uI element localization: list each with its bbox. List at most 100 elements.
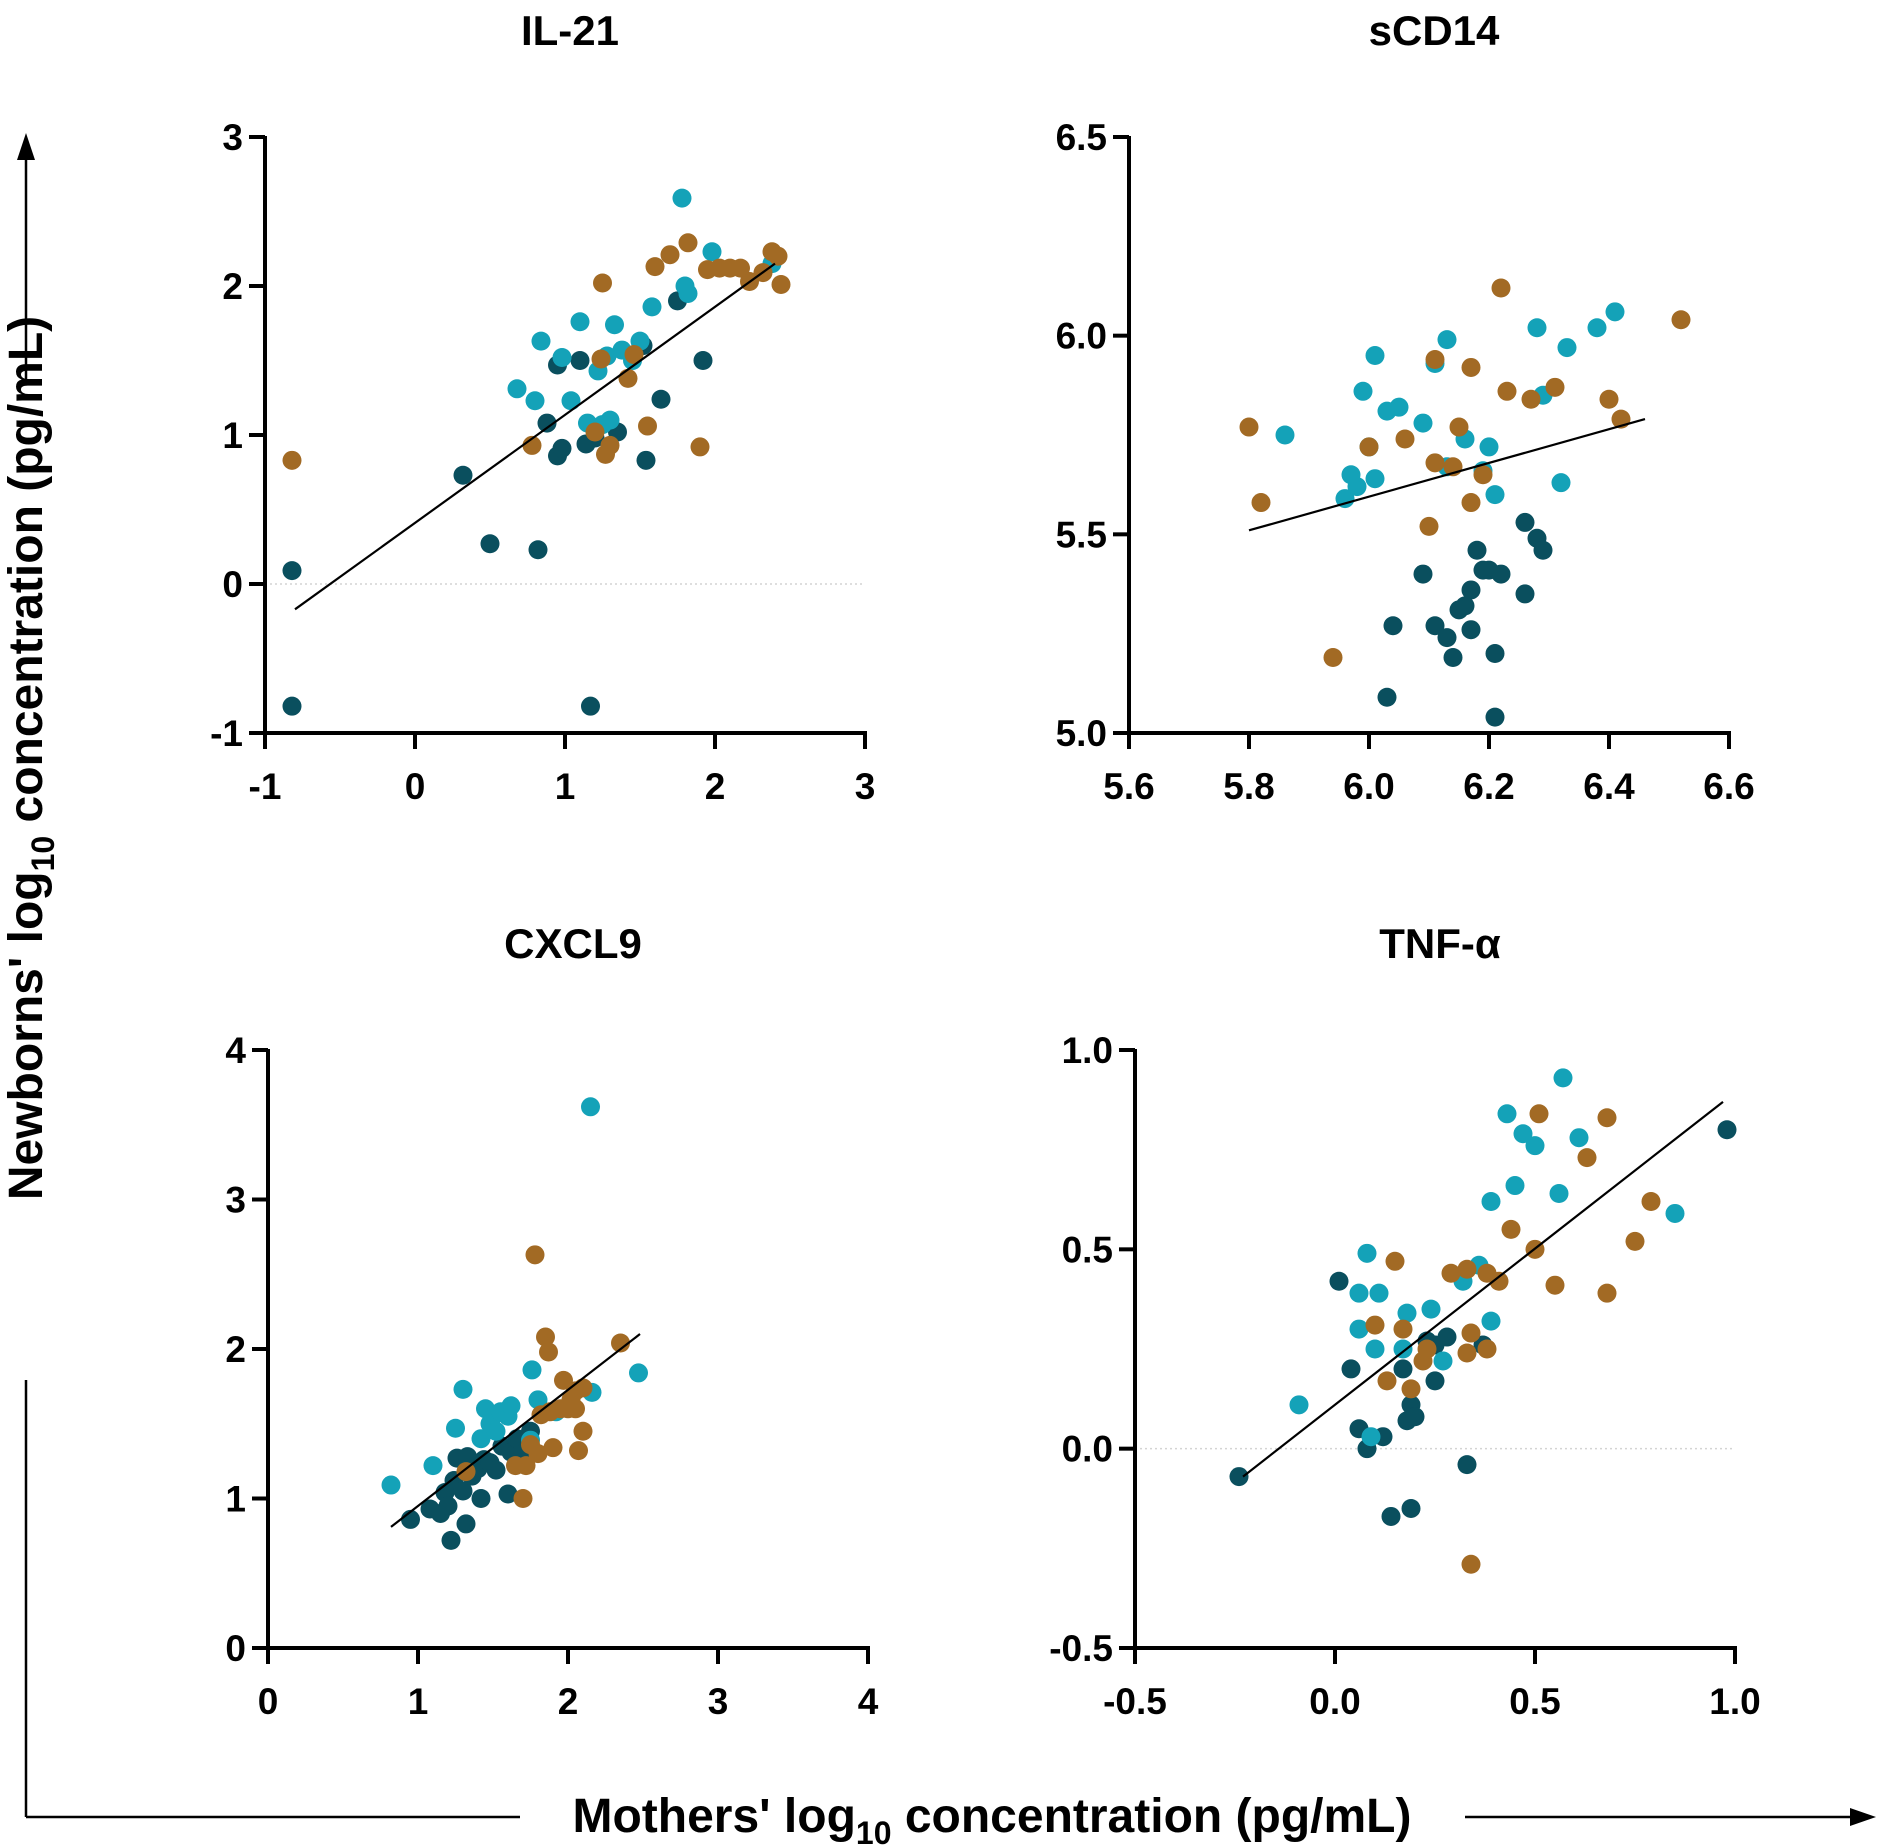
data-point-dark-teal <box>1443 648 1463 668</box>
data-point-dark-teal <box>486 1460 506 1480</box>
data-point-brown <box>1323 648 1343 668</box>
data-point-light-teal <box>525 391 545 411</box>
data-point-light-teal <box>1481 1311 1501 1331</box>
data-point-dark-teal <box>1437 1327 1457 1347</box>
data-point-brown <box>771 275 791 295</box>
data-point-light-teal <box>471 1429 491 1449</box>
data-point-dark-teal <box>1381 1506 1401 1526</box>
x-tick-label: 2 <box>705 766 726 807</box>
data-point-brown <box>1239 417 1259 437</box>
data-point-light-teal <box>1549 1184 1569 1204</box>
data-point-dark-teal <box>1457 1455 1477 1475</box>
data-point-brown <box>731 258 750 278</box>
data-point-dark-teal <box>693 351 713 370</box>
regression-line <box>390 1333 641 1528</box>
x-tick-label: 1.0 <box>1709 1681 1760 1722</box>
data-point-dark-teal <box>1425 1371 1445 1391</box>
data-point-brown <box>456 1462 476 1482</box>
data-point-light-teal <box>423 1456 443 1476</box>
data-point-light-teal <box>1553 1068 1573 1088</box>
data-point-light-teal <box>1365 1339 1385 1359</box>
data-point-light-teal <box>1349 1319 1369 1339</box>
data-point-light-teal <box>486 1421 506 1441</box>
x-tick-label: 6.0 <box>1343 766 1394 807</box>
data-point-brown <box>1377 1371 1397 1391</box>
data-point-light-teal <box>561 391 581 411</box>
data-point-light-teal <box>1527 318 1547 338</box>
data-point-brown <box>282 450 302 470</box>
y-axis-arrowhead <box>17 133 35 160</box>
data-point-dark-teal <box>1461 620 1481 640</box>
data-point-light-teal <box>1557 338 1577 358</box>
data-point-brown <box>1461 357 1481 377</box>
data-point-brown <box>1395 429 1415 449</box>
data-point-dark-teal <box>1533 540 1553 560</box>
data-point-dark-teal <box>1437 628 1457 648</box>
data-point-dark-teal <box>453 1481 473 1501</box>
data-point-brown <box>1359 437 1379 457</box>
data-point-light-teal <box>1481 1191 1501 1211</box>
data-point-brown <box>1671 310 1691 330</box>
data-point-light-teal <box>1605 302 1625 322</box>
data-point-brown <box>1441 1263 1461 1283</box>
data-point-brown <box>1521 389 1541 409</box>
x-axis-label: Mothers' log10 concentration (pg/mL) <box>573 1790 1412 1848</box>
data-point-light-teal <box>1347 477 1367 497</box>
data-point-dark-teal <box>537 413 557 433</box>
y-tick-label: 0.5 <box>1062 1229 1113 1270</box>
x-tick-label: 0 <box>258 1681 279 1722</box>
data-point-dark-teal <box>1491 564 1511 584</box>
y-tick-label: -1 <box>210 713 243 754</box>
x-tick-label: 0.5 <box>1509 1681 1560 1722</box>
data-point-dark-teal <box>441 1530 461 1550</box>
data-point-light-teal <box>629 1363 648 1383</box>
data-point-brown <box>539 1342 558 1362</box>
x-tick-label: 0.0 <box>1309 1681 1360 1722</box>
data-point-brown <box>1497 381 1517 401</box>
data-point-brown <box>1393 1319 1413 1339</box>
data-point-brown <box>768 246 788 266</box>
x-tick-label: 6.6 <box>1703 766 1754 807</box>
x-axis-arrowhead <box>1850 1808 1876 1826</box>
data-point-brown <box>1461 1554 1481 1574</box>
data-point-brown <box>624 345 644 365</box>
data-point-brown <box>1597 1283 1617 1303</box>
data-point-dark-teal <box>1485 644 1505 664</box>
y-tick-label: 1 <box>225 1479 246 1520</box>
y-tick-label: 3 <box>225 1180 246 1221</box>
y-tick-label: 5.5 <box>1056 514 1107 555</box>
y-tick-label: 3 <box>222 117 243 158</box>
panel-title: TNF-α <box>1379 920 1501 967</box>
data-point-brown <box>618 368 638 388</box>
x-tick-label: 3 <box>708 1681 729 1722</box>
data-point-dark-teal <box>570 351 590 370</box>
data-point-dark-teal <box>1515 584 1535 604</box>
panel-0: IL-21 -1 0 1 2 3 -1 0 1 2 3 <box>210 7 875 807</box>
data-point-dark-teal <box>453 465 473 485</box>
regression-line <box>1242 1100 1724 1478</box>
data-point-light-teal <box>1349 1283 1369 1303</box>
data-point-light-teal <box>531 331 551 351</box>
data-point-dark-teal <box>1455 596 1475 616</box>
data-point-dark-teal <box>456 1514 476 1534</box>
data-point-dark-teal <box>282 696 302 716</box>
data-point-dark-teal <box>438 1496 458 1516</box>
data-point-brown <box>591 349 611 369</box>
data-point-light-teal <box>1551 473 1571 493</box>
y-tick-label: 0 <box>225 1628 246 1669</box>
data-point-brown <box>585 422 605 442</box>
data-point-brown <box>1457 1343 1477 1363</box>
data-point-brown <box>660 245 680 265</box>
data-point-brown <box>573 1421 593 1441</box>
data-point-dark-teal <box>1461 580 1481 600</box>
data-point-brown <box>543 1438 563 1458</box>
data-point-brown <box>1401 1379 1421 1399</box>
data-point-brown <box>1489 1271 1509 1291</box>
data-point-brown <box>569 1441 588 1461</box>
panel-1: sCD14 5.0 5.5 6.0 6.5 5.6 5.8 6.0 6.2 6.4 6.6 <box>1056 7 1755 807</box>
x-tick-label: 4 <box>858 1681 879 1722</box>
data-point-light-teal <box>507 379 527 399</box>
x-tick-label: 5.8 <box>1223 766 1274 807</box>
data-point-dark-teal <box>636 450 656 470</box>
data-point-brown <box>1461 1323 1481 1343</box>
